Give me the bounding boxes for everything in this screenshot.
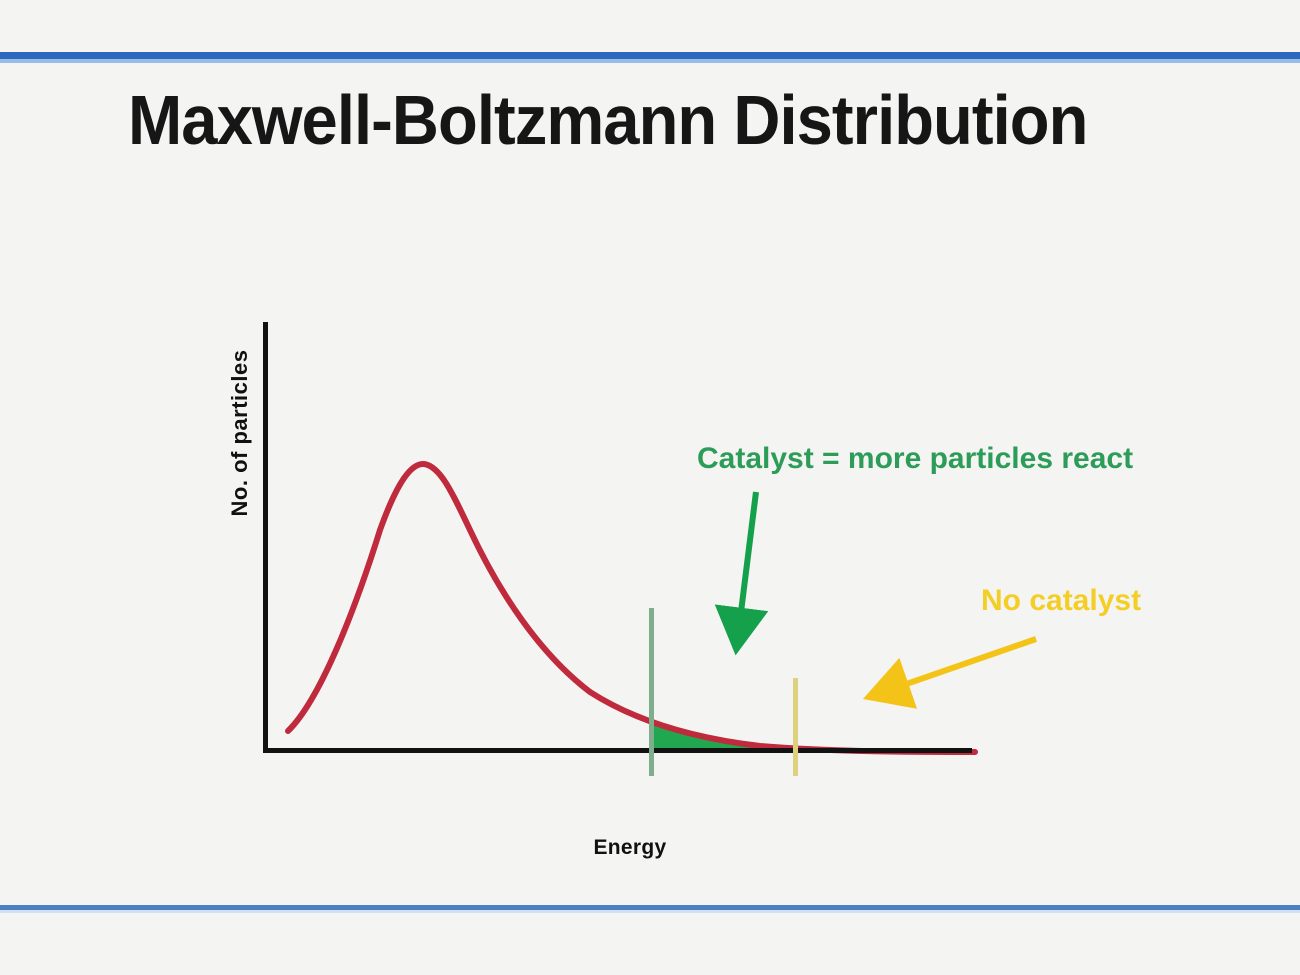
no-catalyst-annotation-label: No catalyst <box>981 584 1142 617</box>
x-axis-label: Energy <box>593 836 667 859</box>
bottom-divider-rule-highlight <box>0 910 1300 913</box>
top-divider-rule <box>0 52 1300 59</box>
distribution-curve <box>285 461 978 755</box>
top-divider-rule-highlight <box>0 59 1300 63</box>
bottom-divider-rule <box>0 905 1300 910</box>
no-catalyst-annotation-arrow <box>862 636 1037 709</box>
catalyst-shaded-region <box>651 463 796 752</box>
catalyst-annotation-arrow <box>714 491 769 656</box>
y-axis-label: No. of particles <box>227 349 252 517</box>
no-catalyst-shaded-region <box>796 463 975 752</box>
catalyst-annotation-label: Catalyst = more particles react <box>697 442 1134 475</box>
page-title: Maxwell-Boltzmann Distribution <box>128 81 1088 159</box>
